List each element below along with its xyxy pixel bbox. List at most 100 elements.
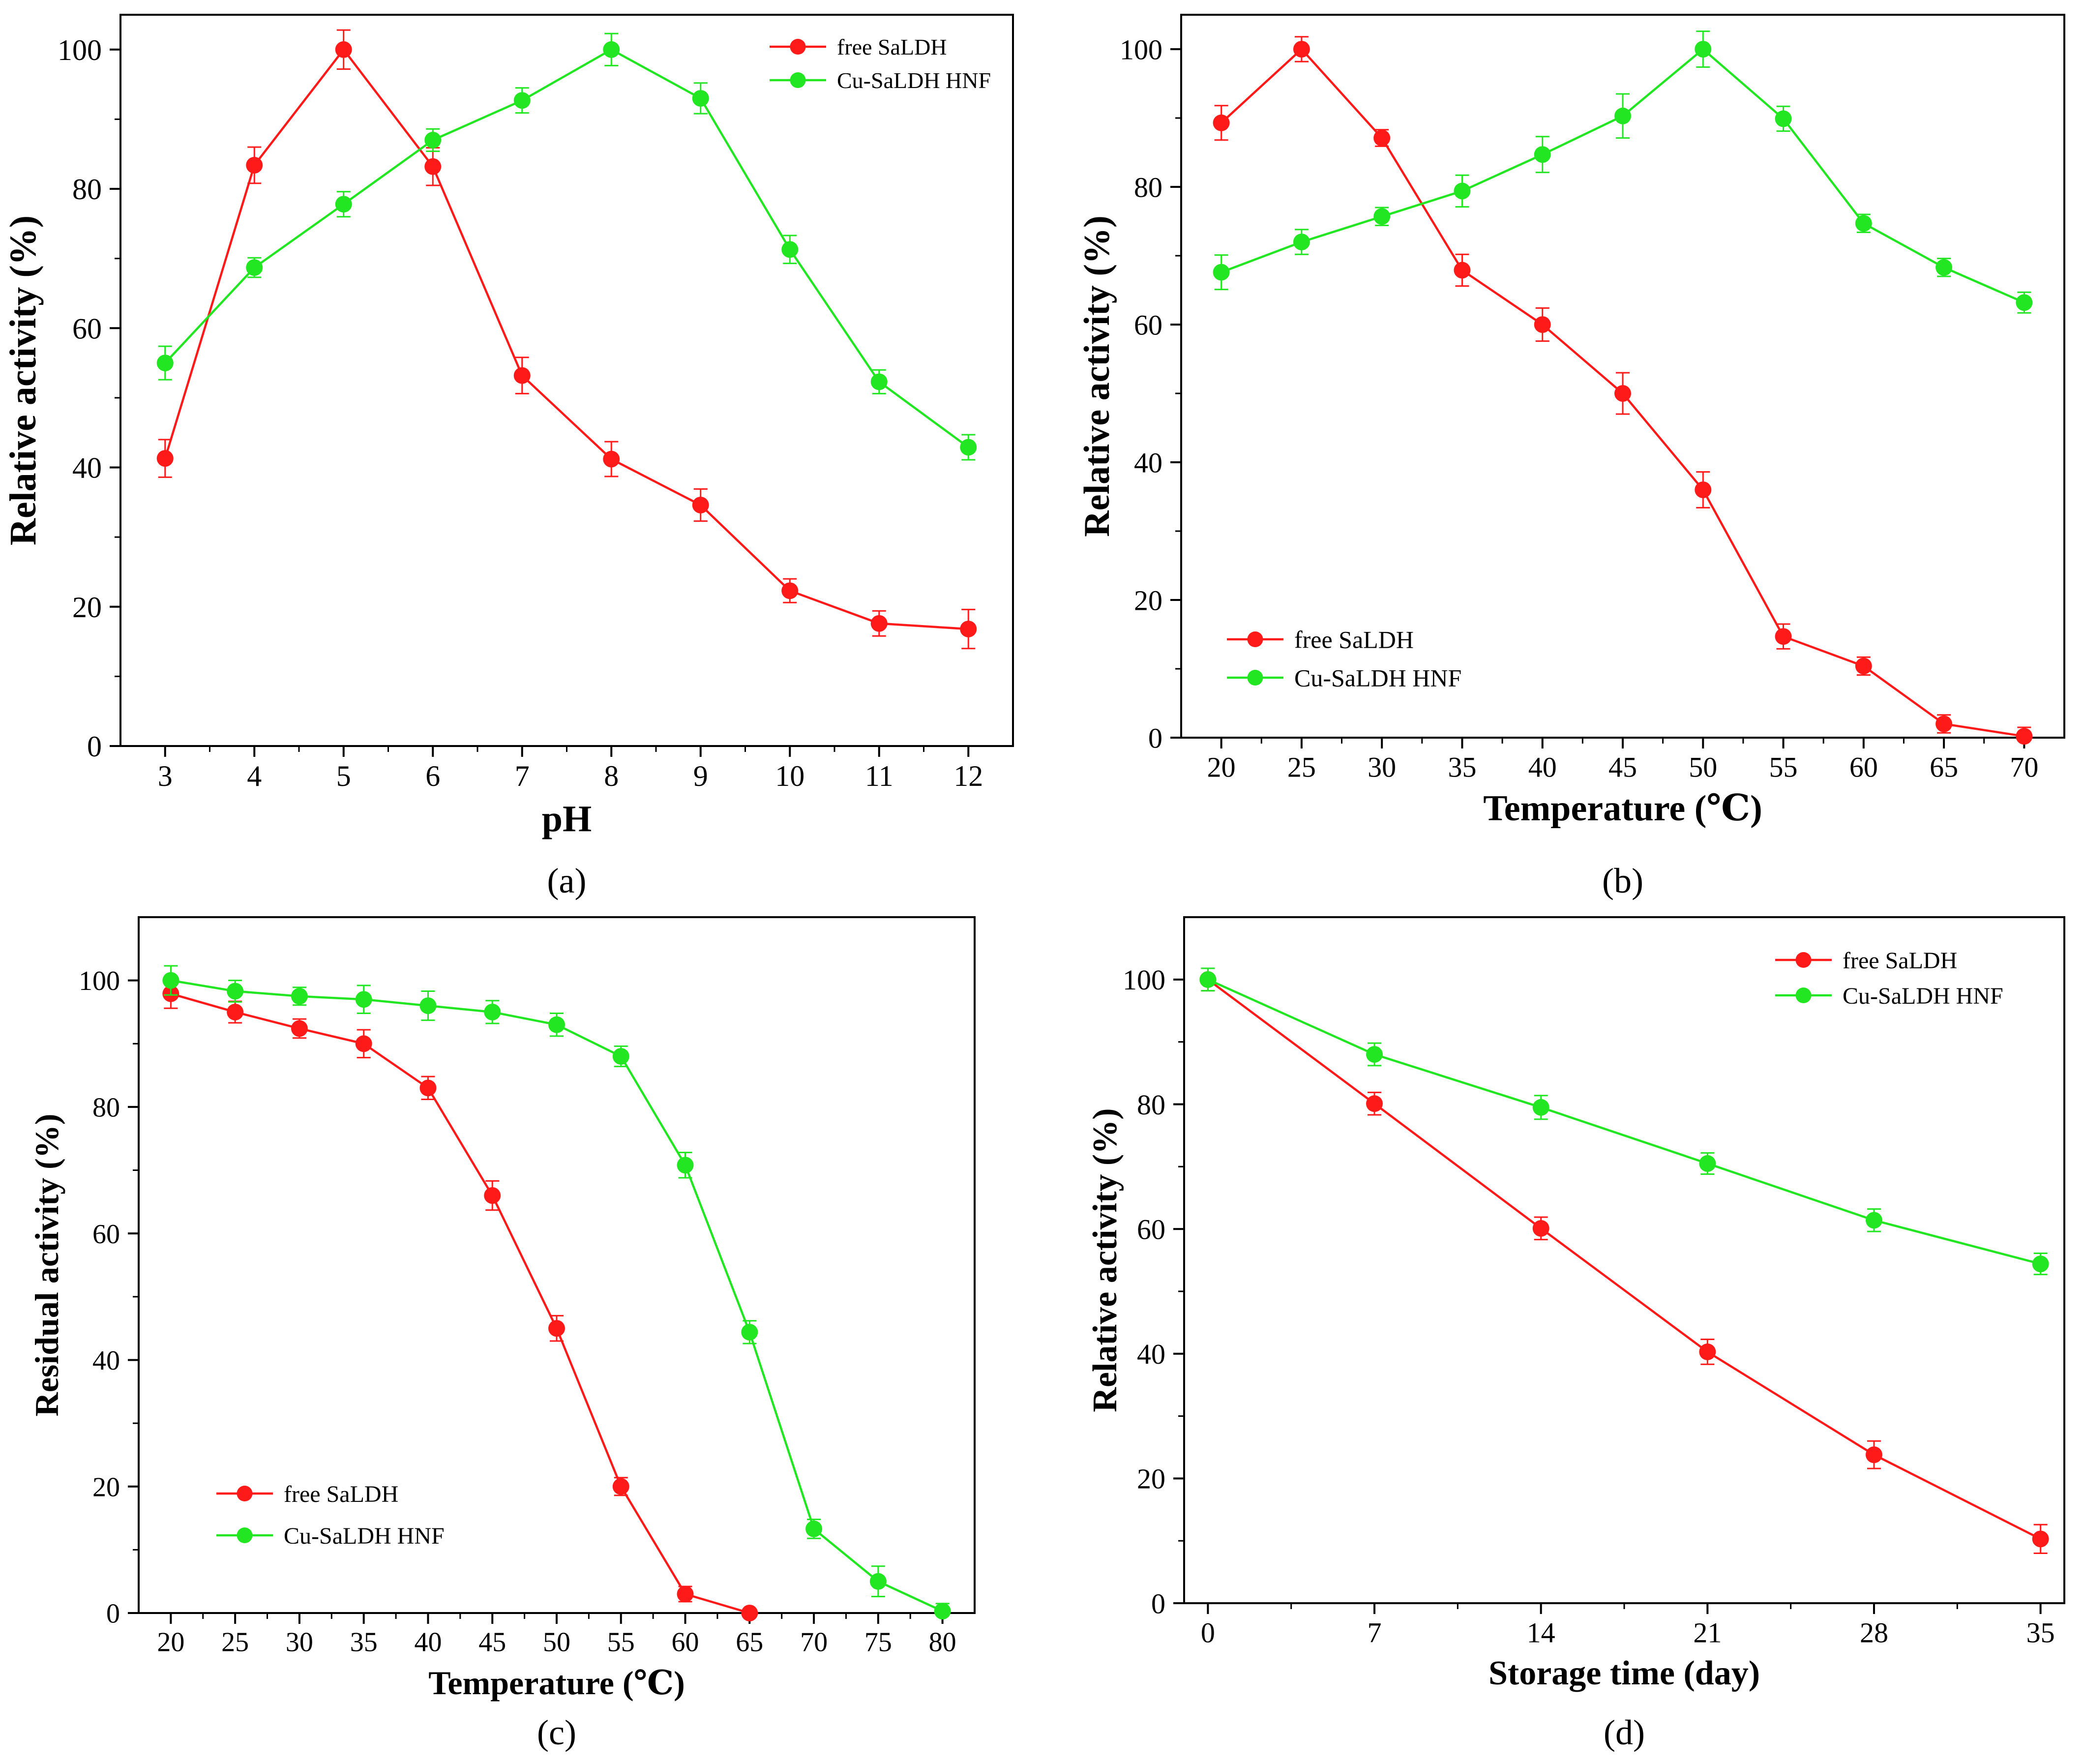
data-point	[419, 997, 437, 1015]
data-point	[1699, 1343, 1716, 1360]
y-tick-label: 40	[72, 452, 102, 484]
y-tick-label: 20	[92, 1472, 120, 1502]
y-tick-label: 20	[1134, 584, 1162, 616]
x-tick-label: 50	[543, 1627, 570, 1658]
x-tick-label: 28	[1860, 1616, 1888, 1648]
data-point	[2016, 294, 2033, 311]
data-point	[1366, 1095, 1383, 1112]
y-tick-label: 0	[1151, 1587, 1165, 1619]
data-point	[1366, 1046, 1383, 1063]
x-tick-label: 65	[736, 1627, 763, 1658]
x-tick-label: 40	[414, 1627, 442, 1658]
data-point	[548, 1016, 565, 1033]
data-point	[1532, 1220, 1549, 1237]
y-tick-label: 60	[72, 312, 102, 345]
y-tick-label: 60	[1134, 309, 1162, 341]
data-point	[1935, 259, 1953, 276]
legend-label: free SaLDH	[284, 1481, 398, 1507]
y-tick-label: 80	[72, 173, 102, 206]
data-point	[227, 983, 244, 1000]
y-tick-label: 100	[1123, 964, 1165, 996]
data-point	[870, 373, 888, 390]
data-point	[355, 991, 372, 1008]
x-tick-label: 75	[864, 1627, 892, 1658]
legend-marker	[790, 72, 806, 88]
data-point	[335, 196, 352, 213]
x-tick-label: 20	[157, 1627, 184, 1658]
x-tick-label: 70	[2010, 751, 2038, 783]
x-tick-label: 40	[1528, 751, 1557, 783]
data-point	[692, 90, 709, 107]
x-tick-label: 4	[247, 760, 262, 792]
data-point	[1534, 146, 1551, 163]
data-point	[1775, 110, 1792, 127]
data-point	[1935, 716, 1953, 732]
x-tick-label: 45	[1608, 751, 1637, 783]
data-point	[677, 1585, 694, 1603]
data-point	[1855, 215, 1872, 232]
data-point	[246, 259, 263, 276]
panel-caption: (b)	[1602, 861, 1643, 900]
data-point	[612, 1048, 629, 1065]
data-point	[1534, 316, 1551, 333]
panel-d: 0 20 40 60 80 100 0 7 14 21 28 35 Storage time (day)…	[1086, 916, 2065, 1752]
x-tick-label: 0	[1201, 1616, 1215, 1648]
data-point	[1699, 1155, 1716, 1172]
data-point	[424, 131, 442, 149]
y-tick-label: 60	[92, 1219, 120, 1250]
y-tick-label: 100	[1120, 33, 1162, 65]
series-cu-saldh-hnf	[1199, 967, 2049, 1276]
x-tick-label: 45	[478, 1627, 506, 1658]
data-point	[1373, 208, 1391, 225]
data-point	[1213, 264, 1230, 281]
data-point	[781, 582, 799, 599]
y-tick-label: 0	[106, 1599, 120, 1629]
data-point	[934, 1603, 951, 1620]
data-point	[548, 1320, 565, 1337]
y-tick-label: 20	[1137, 1463, 1165, 1495]
legend-label: free SaLDH	[1294, 626, 1414, 654]
y-tick-label: 80	[1134, 171, 1162, 203]
x-tick-label: 35	[1448, 751, 1476, 783]
legend-label: Cu-SaLDH HNF	[1294, 664, 1461, 692]
data-point	[2016, 728, 2033, 745]
series-free-saldh	[162, 978, 758, 1621]
panel-caption: (a)	[547, 861, 587, 900]
x-tick-label: 12	[953, 760, 983, 792]
x-tick-label: 6	[425, 760, 440, 792]
legend-label: Cu-SaLDH HNF	[1843, 983, 2003, 1009]
data-point	[1293, 234, 1310, 250]
data-point	[1293, 41, 1310, 58]
panel-c: 0 20 40 60 80 100 20 25 30 35 40 45 50 55 60 65 70 75 80 Te…	[28, 916, 976, 1752]
x-tick-label: 65	[1930, 751, 1958, 783]
series-line	[1207, 978, 2041, 1265]
legend-marker	[1795, 952, 1812, 968]
data-point	[781, 241, 799, 258]
panel-caption: (c)	[537, 1713, 576, 1752]
data-point	[741, 1605, 758, 1621]
x-tick-label: 8	[604, 760, 619, 792]
x-tick-label: 25	[1287, 751, 1316, 783]
series-line	[164, 48, 969, 448]
x-tick-label: 70	[800, 1627, 828, 1658]
x-axis-title: Temperature (℃)	[1483, 788, 1762, 829]
legend-label: Cu-SaLDH HNF	[284, 1523, 445, 1549]
data-point	[156, 450, 174, 467]
legend-marker	[237, 1486, 253, 1501]
x-tick-label: 21	[1693, 1616, 1722, 1648]
x-tick-label: 30	[1368, 751, 1396, 783]
x-tick-label: 55	[607, 1627, 635, 1658]
x-tick-label: 11	[865, 760, 893, 792]
data-point	[1213, 114, 1230, 131]
series-line	[171, 979, 943, 1613]
x-tick-label: 7	[1368, 1616, 1382, 1648]
series-cu-saldh-hnf	[1213, 30, 2033, 314]
data-point	[156, 355, 174, 372]
legend-marker	[1795, 987, 1812, 1003]
data-point	[513, 367, 531, 384]
data-point	[1855, 658, 1872, 675]
series-cu-saldh-hnf	[156, 32, 977, 461]
data-point	[612, 1478, 629, 1495]
y-tick-label: 80	[92, 1093, 120, 1123]
